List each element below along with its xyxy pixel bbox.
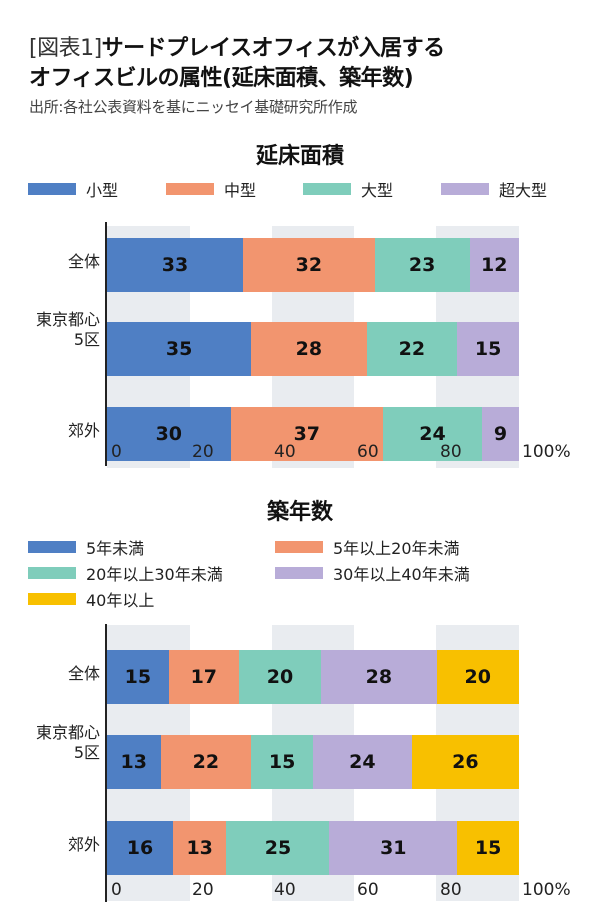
- bar-segment: 15: [251, 735, 313, 789]
- legend-item-30to40: 30年以上40年未満: [275, 561, 470, 585]
- chart1-title: 延床面積: [255, 144, 344, 169]
- bar-segment: 17: [168, 650, 239, 704]
- title-line-1: [図表1]サードプレイスオフィスが入居する: [29, 36, 445, 61]
- bar-segment: 32: [242, 238, 375, 292]
- legend-swatch-yellow: [28, 593, 76, 605]
- legend-item-medium: 中型: [166, 177, 256, 201]
- legend-item-over40: 40年以上: [28, 587, 154, 611]
- x-tick: 20: [192, 442, 214, 462]
- chart1-bar-row: 35 28 22 15: [107, 322, 519, 376]
- chart1-bar-row: 33 32 23 12: [107, 238, 519, 292]
- chart2-y-axis: [105, 624, 107, 902]
- x-tick: 0: [111, 880, 122, 900]
- legend-swatch-lavender: [441, 183, 489, 195]
- x-tick: 40: [274, 880, 296, 900]
- x-tick: 80: [440, 442, 462, 462]
- legend-item-xlarge: 超大型: [441, 177, 547, 201]
- chart1-row-label: 全体: [67, 252, 100, 271]
- bar-segment: 13: [172, 821, 227, 875]
- legend-swatch-lavender: [275, 567, 323, 579]
- chart2-bar-row: 13 22 15 24 26: [107, 735, 519, 789]
- chart1-bar-row: 30 37 24 9: [107, 407, 519, 461]
- x-tick: 0: [111, 442, 122, 462]
- bar-segment: 13: [107, 735, 161, 789]
- legend-swatch-teal: [28, 567, 76, 579]
- bar-segment: 25: [226, 821, 330, 875]
- bar-segment: 12: [469, 238, 519, 292]
- legend-item-small: 小型: [28, 177, 118, 201]
- legend-swatch-orange: [275, 541, 323, 553]
- figure-title: [図表1]サードプレイスオフィスが入居する オフィスビルの属性(延床面積、築年数…: [29, 34, 445, 94]
- bar-segment: 24: [312, 735, 412, 789]
- chart2-bar-row: 15 17 20 28 20: [107, 650, 519, 704]
- bar-segment: 20: [436, 650, 519, 704]
- chart1-row-label: 郊外: [67, 421, 100, 440]
- bar-segment: 15: [107, 650, 169, 704]
- x-tick: 20: [192, 880, 214, 900]
- bar-segment: 22: [160, 735, 252, 789]
- x-tick: 40: [274, 442, 296, 462]
- x-tick: 100%: [522, 880, 571, 900]
- bar-segment: 9: [481, 407, 519, 461]
- bar-segment: 22: [366, 322, 458, 376]
- bar-segment: 28: [251, 322, 367, 376]
- chart1-y-axis: [105, 222, 107, 466]
- legend-swatch-blue: [28, 183, 76, 195]
- legend-item-large: 大型: [303, 177, 393, 201]
- source-note: 出所:各社公表資料を基にニッセイ基礎研究所作成: [29, 98, 358, 116]
- chart2-row-label: 全体: [67, 664, 100, 683]
- figure-number: [図表1]: [29, 36, 102, 61]
- legend-swatch-orange: [166, 183, 214, 195]
- bar-segment: 16: [107, 821, 173, 875]
- bar-segment: 28: [321, 650, 437, 704]
- chart2-bar-row: 16 13 25 31 15: [107, 821, 519, 875]
- chart1-row-label: 東京都心 5区: [35, 310, 100, 349]
- legend-item-under5: 5年未満: [28, 535, 144, 559]
- bar-segment: 37: [230, 407, 384, 461]
- bar-segment: 26: [411, 735, 519, 789]
- chart2-row-label: 東京都心 5区: [35, 723, 100, 762]
- legend-swatch-teal: [303, 183, 351, 195]
- legend-item-5to20: 5年以上20年未満: [275, 535, 460, 559]
- x-tick: 80: [440, 880, 462, 900]
- x-tick: 60: [357, 880, 379, 900]
- legend-item-20to30: 20年以上30年未満: [28, 561, 223, 585]
- x-tick: 60: [357, 442, 379, 462]
- bar-segment: 24: [383, 407, 482, 461]
- bar-segment: 15: [457, 322, 519, 376]
- bar-segment: 15: [457, 821, 519, 875]
- x-tick: 100%: [522, 442, 571, 462]
- bar-segment: 35: [107, 322, 252, 376]
- bar-segment: 20: [238, 650, 322, 704]
- bar-segment: 31: [329, 821, 458, 875]
- bar-segment: 23: [374, 238, 470, 292]
- legend-swatch-blue: [28, 541, 76, 553]
- bar-segment: 30: [107, 407, 231, 461]
- chart2-title: 築年数: [266, 500, 333, 525]
- title-line-2: オフィスビルの属性(延床面積、築年数): [29, 66, 414, 91]
- bar-segment: 33: [107, 238, 243, 292]
- chart2-row-label: 郊外: [67, 835, 100, 854]
